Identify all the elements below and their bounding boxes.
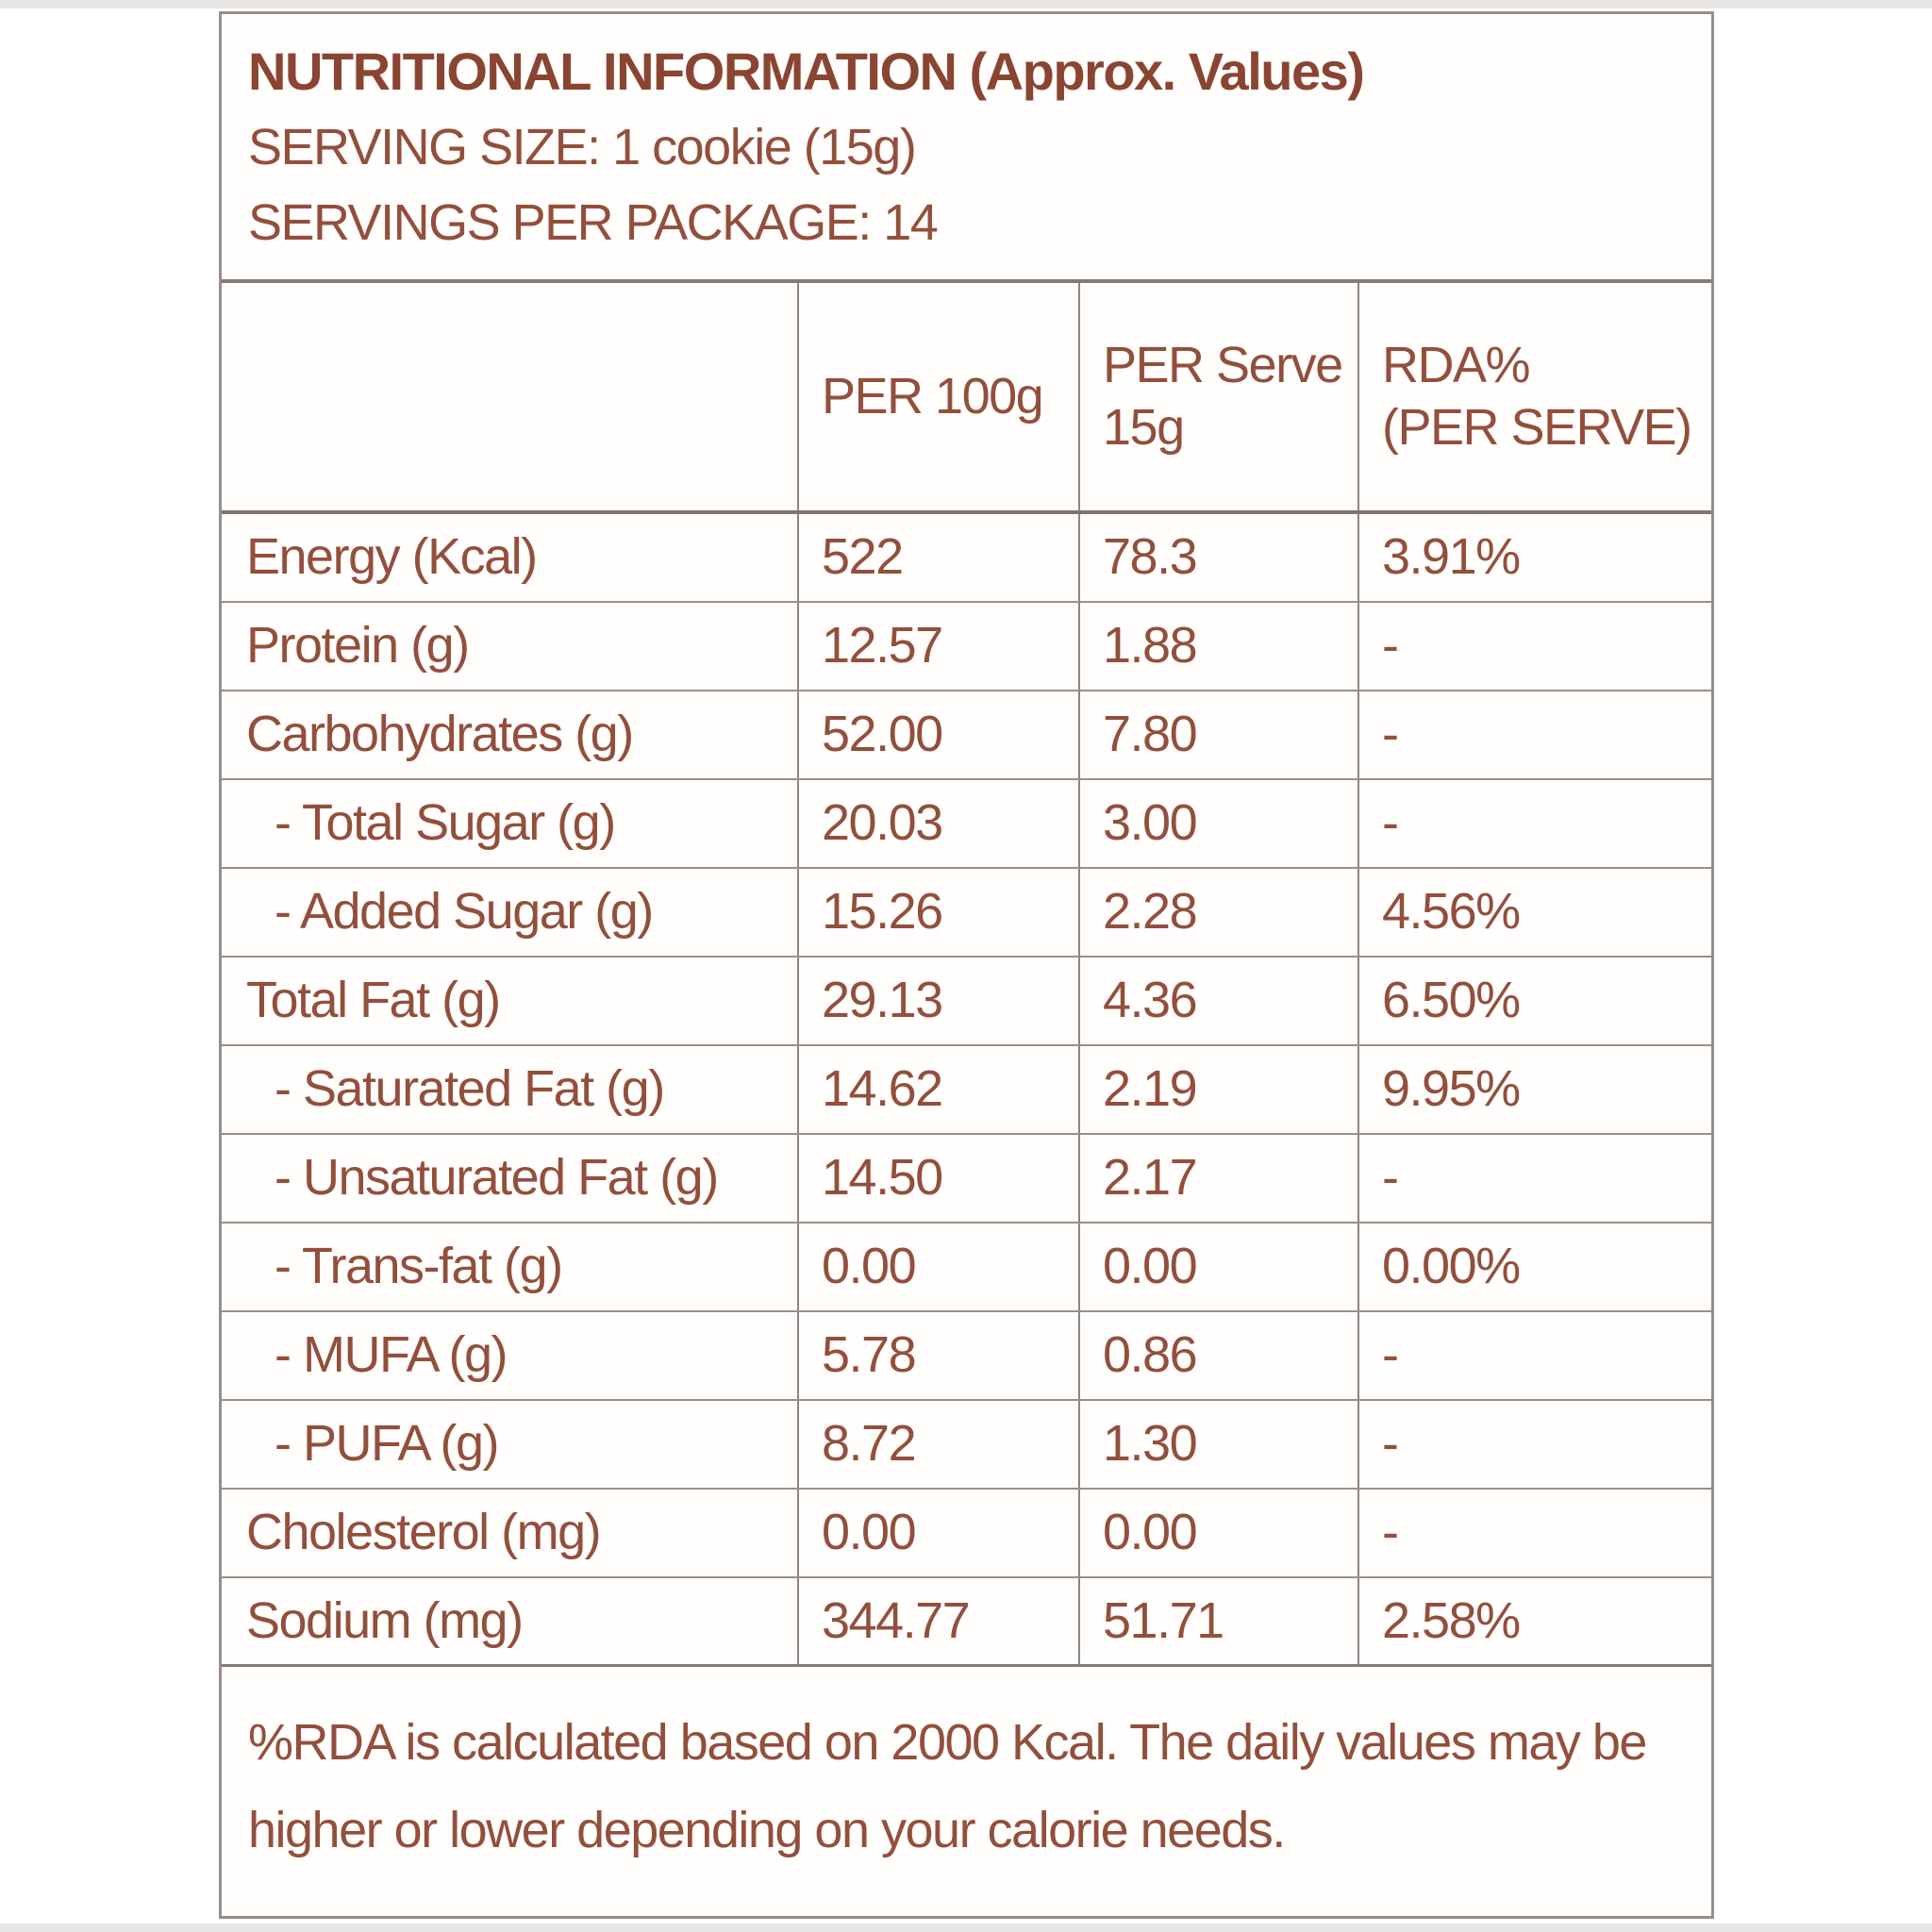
- scan-edge-bottom: [0, 1924, 1932, 1932]
- table-row: - Saturated Fat (g) 14.62 2.19 9.95%: [222, 1046, 1711, 1135]
- value-rda: -: [1382, 794, 1399, 852]
- scan-edge-top: [0, 0, 1932, 8]
- table-row: - Total Sugar (g) 20.03 3.00 -: [222, 780, 1711, 869]
- table-row: - Added Sugar (g) 15.26 2.28 4.56%: [222, 869, 1711, 958]
- header-nutrient: [222, 283, 799, 510]
- value-per-100g: 14.62: [799, 1046, 1080, 1133]
- nutrient-label: - Saturated Fat (g): [222, 1046, 799, 1133]
- value-per-serve: 2.17: [1080, 1135, 1359, 1222]
- nutrient-label: - Trans-fat (g): [222, 1224, 799, 1310]
- nutrient-label: - Total Sugar (g): [222, 780, 799, 867]
- nutrient-label: - PUFA (g): [222, 1401, 799, 1488]
- value-per-serve: 78.3: [1080, 514, 1359, 601]
- table-header-row: PER 100g PER Serve 15g RDA% (PER SERVE): [222, 283, 1711, 514]
- value-rda: -: [1382, 1415, 1399, 1473]
- value-rda: 4.56%: [1382, 883, 1521, 941]
- value-rda: -: [1382, 1504, 1399, 1561]
- value-per-100g: 0.00: [799, 1490, 1080, 1576]
- value-rda: 0.00%: [1382, 1238, 1521, 1295]
- value-per-serve: 1.30: [1080, 1401, 1359, 1488]
- nutrient-label: - Unsaturated Fat (g): [222, 1135, 799, 1222]
- value-per-100g: 12.57: [799, 603, 1080, 690]
- table-row: Carbohydrates (g) 52.00 7.80 -: [222, 691, 1711, 780]
- value-per-serve: 7.80: [1080, 691, 1359, 778]
- value-per-serve: 2.19: [1080, 1046, 1359, 1133]
- servings-per-package: SERVINGS PER PACKAGE: 14: [248, 193, 939, 251]
- value-rda: -: [1382, 1149, 1399, 1207]
- rda-note: %RDA is calculated based on 2000 Kcal. T…: [248, 1714, 1647, 1858]
- value-rda: 3.91%: [1382, 528, 1521, 586]
- nutrition-label: NUTRITIONAL INFORMATION (Approx. Values)…: [219, 11, 1714, 1919]
- table-row: - Trans-fat (g) 0.00 0.00 0.00%: [222, 1224, 1711, 1312]
- value-per-100g: 29.13: [799, 958, 1080, 1044]
- table-row: Total Fat (g) 29.13 4.36 6.50%: [222, 958, 1711, 1046]
- table-row: - MUFA (g) 5.78 0.86 -: [222, 1312, 1711, 1401]
- table-row: - PUFA (g) 8.72 1.30 -: [222, 1401, 1711, 1490]
- value-rda: 6.50%: [1382, 972, 1521, 1029]
- value-per-serve: 3.00: [1080, 780, 1359, 867]
- value-rda: -: [1382, 706, 1399, 763]
- header-per-100g: PER 100g: [799, 283, 1080, 510]
- value-rda: -: [1382, 617, 1399, 675]
- value-per-100g: 15.26: [799, 869, 1080, 956]
- value-rda: 9.95%: [1382, 1060, 1521, 1118]
- value-per-100g: 52.00: [799, 691, 1080, 778]
- label-header: NUTRITIONAL INFORMATION (Approx. Values)…: [222, 14, 1711, 283]
- table-row: Sodium (mg) 344.77 51.71 2.58%: [222, 1578, 1711, 1667]
- value-per-100g: 20.03: [799, 780, 1080, 867]
- nutrient-label: Carbohydrates (g): [222, 691, 799, 778]
- table-row: Energy (Kcal) 522 78.3 3.91%: [222, 514, 1711, 603]
- value-rda: -: [1382, 1326, 1399, 1384]
- nutrient-label: - MUFA (g): [222, 1312, 799, 1399]
- value-per-serve: 2.28: [1080, 869, 1359, 956]
- table-row: - Unsaturated Fat (g) 14.50 2.17 -: [222, 1135, 1711, 1224]
- nutrient-label: Total Fat (g): [222, 958, 799, 1044]
- value-per-100g: 0.00: [799, 1224, 1080, 1310]
- value-per-serve: 51.71: [1080, 1578, 1359, 1664]
- value-rda: 2.58%: [1382, 1591, 1521, 1649]
- value-per-serve: 0.00: [1080, 1224, 1359, 1310]
- value-per-100g: 522: [799, 514, 1080, 601]
- value-per-serve: 0.00: [1080, 1490, 1359, 1576]
- label-title: NUTRITIONAL INFORMATION (Approx. Values): [248, 41, 1365, 101]
- value-per-100g: 8.72: [799, 1401, 1080, 1488]
- nutrient-label: Cholesterol (mg): [222, 1490, 799, 1576]
- value-per-100g: 344.77: [799, 1578, 1080, 1664]
- nutrient-label: Energy (Kcal): [222, 514, 799, 601]
- value-per-serve: 1.88: [1080, 603, 1359, 690]
- nutrient-label: - Added Sugar (g): [222, 869, 799, 956]
- header-rda: RDA% (PER SERVE): [1382, 336, 1692, 456]
- value-per-100g: 5.78: [799, 1312, 1080, 1399]
- nutrient-label: Sodium (mg): [222, 1578, 799, 1664]
- header-per-serve: PER Serve 15g: [1080, 283, 1359, 510]
- value-per-serve: 0.86: [1080, 1312, 1359, 1399]
- value-per-serve: 4.36: [1080, 958, 1359, 1044]
- value-per-100g: 14.50: [799, 1135, 1080, 1222]
- serving-size: SERVING SIZE: 1 cookie (15g): [248, 119, 917, 175]
- table-row: Protein (g) 12.57 1.88 -: [222, 603, 1711, 691]
- nutrient-label: Protein (g): [222, 603, 799, 690]
- table-row: Cholesterol (mg) 0.00 0.00 -: [222, 1490, 1711, 1578]
